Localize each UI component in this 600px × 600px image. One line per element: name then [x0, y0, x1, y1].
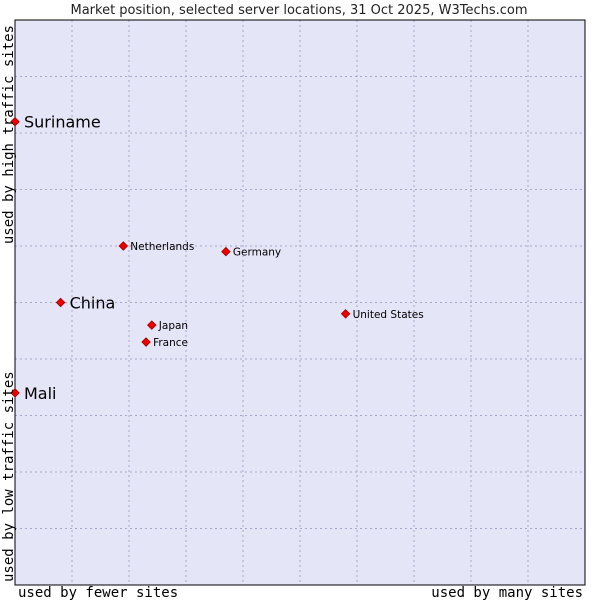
chart-title: Market position, selected server locatio… — [70, 3, 527, 18]
data-label-suriname: Suriname — [24, 113, 101, 132]
data-points — [10, 116, 351, 398]
y-axis-label-bottom: used by low traffic sites — [1, 371, 17, 582]
data-point-japan — [147, 320, 157, 330]
data-point-netherlands — [118, 241, 129, 251]
data-label-france: France — [153, 337, 188, 349]
data-labels: Suriname Netherlands Germany China United St… — [24, 113, 424, 403]
data-label-mali: Mali — [24, 384, 57, 403]
data-label-china: China — [70, 294, 116, 313]
data-point-united-states — [340, 309, 351, 319]
data-label-japan: Japan — [158, 320, 188, 332]
y-axis-label-top: used by high traffic sites — [1, 25, 17, 244]
data-point-china — [55, 297, 66, 308]
data-label-united-states: United States — [353, 309, 424, 321]
x-axis-label-right: used by many sites — [431, 585, 583, 600]
data-point-suriname — [10, 116, 20, 127]
data-point-mali — [10, 388, 20, 398]
grid-lines — [15, 20, 585, 585]
x-axis-label-left: used by fewer sites — [18, 585, 178, 600]
data-point-germany — [221, 246, 231, 257]
plot-border — [14, 19, 586, 586]
data-label-netherlands: Netherlands — [130, 241, 194, 253]
data-point-france — [141, 337, 151, 347]
data-label-germany: Germany — [233, 247, 281, 259]
